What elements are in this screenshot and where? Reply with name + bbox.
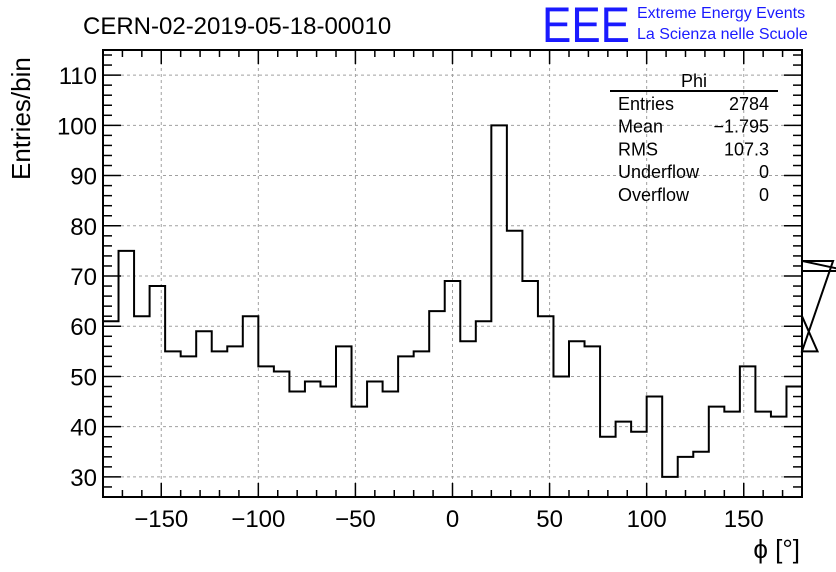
logo-line-2: La Scienza nelle Scuole [637, 26, 808, 43]
eee-logo: EEE Extreme Energy Events La Scienza nel… [542, 0, 808, 53]
y-tick-label: 30 [70, 465, 97, 492]
y-tick-labels: 30 40 50 60 70 80 90 100 110 [57, 63, 97, 492]
stats-label: Underflow [618, 162, 700, 182]
stats-label: Overflow [618, 185, 690, 205]
y-tick-label: 80 [70, 214, 97, 241]
stats-label: Entries [618, 94, 674, 114]
y-tick-label: 40 [70, 415, 97, 442]
x-tick-label: 150 [724, 506, 764, 533]
logo-mark: EEE [542, 0, 630, 53]
stats-label: RMS [618, 139, 658, 159]
stats-value: 107.3 [724, 139, 769, 159]
y-tick-label: 100 [57, 113, 97, 140]
x-tick-labels: −150 −100 −50 0 50 100 150 [134, 506, 764, 533]
stats-value: 0 [759, 185, 769, 205]
x-tick-label: −100 [231, 506, 285, 533]
plot-frame [102, 49, 803, 498]
stats-value: −1.795 [713, 117, 769, 137]
stats-box: Phi Entries 2784 Mean −1.795 RMS 107.3 Underfl… [610, 71, 778, 205]
y-axis-title: Entries/bin [6, 57, 36, 180]
grid-lines [103, 50, 802, 497]
x-axis-title: ϕ [°] [753, 534, 800, 564]
stats-value: 0 [759, 162, 769, 182]
stats-value: 2784 [729, 94, 769, 114]
y-tick-label: 90 [70, 164, 97, 191]
y-tick-label: 60 [70, 314, 97, 341]
y-tick-label: 50 [70, 364, 97, 391]
stats-label: Mean [618, 117, 663, 137]
x-tick-label: 50 [536, 506, 563, 533]
axis-ticks [103, 50, 802, 497]
y-tick-label: 110 [59, 63, 97, 90]
x-tick-label: −50 [335, 506, 376, 533]
x-tick-label: −150 [134, 506, 188, 533]
logo-line-1: Extreme Energy Events [637, 5, 805, 22]
stats-rows: Entries 2784 Mean −1.795 RMS 107.3 Underflow 0 O… [618, 94, 769, 205]
stats-name: Phi [681, 71, 707, 91]
x-tick-label: 100 [627, 506, 667, 533]
histogram-series-line [103, 124, 836, 478]
chart-title: CERN-02-2019-05-18-00010 [83, 13, 391, 40]
y-tick-label: 70 [70, 264, 97, 291]
x-tick-label: 0 [446, 506, 459, 533]
